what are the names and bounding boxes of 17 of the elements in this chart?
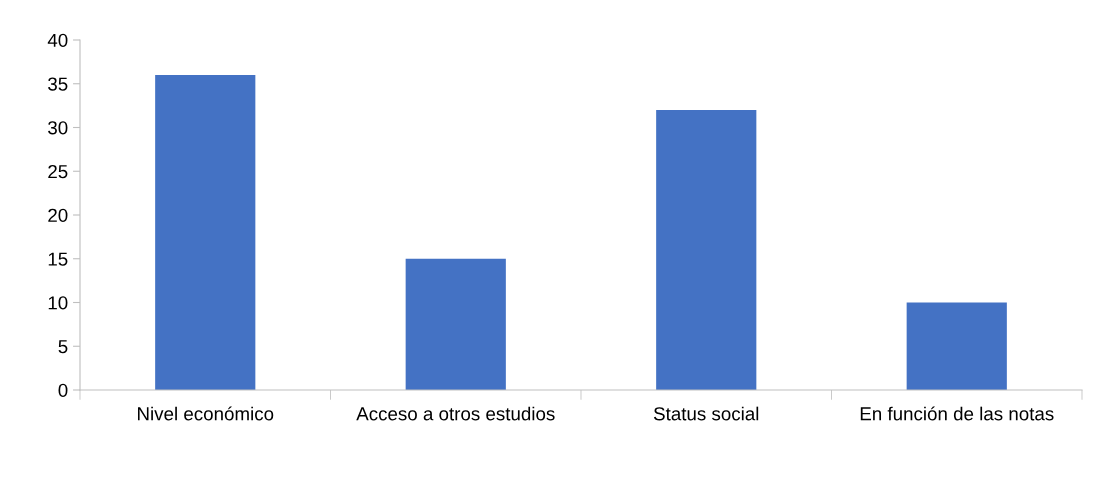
x-tick-label: Nivel económico (138, 406, 274, 421)
x-tick-label: Acceso a otros estudios (356, 406, 555, 421)
bar (656, 110, 757, 390)
y-tick-label: 25 (48, 164, 68, 179)
y-tick-label: 10 (48, 296, 68, 310)
bar (155, 75, 256, 390)
y-tick-label: 15 (48, 252, 68, 266)
y-tick-label: 0 (58, 383, 68, 397)
x-tick-label: En función de las notas (860, 406, 1054, 421)
y-tick-label: 5 (58, 340, 68, 354)
y-tick-label: 40 (47, 33, 68, 47)
bar (906, 302, 1007, 390)
y-tick-label: 35 (48, 77, 68, 91)
y-tick-label: 30 (48, 121, 68, 135)
bar (405, 258, 506, 390)
y-tick-label: 20 (48, 208, 68, 222)
x-tick-label: Status social (653, 406, 759, 421)
